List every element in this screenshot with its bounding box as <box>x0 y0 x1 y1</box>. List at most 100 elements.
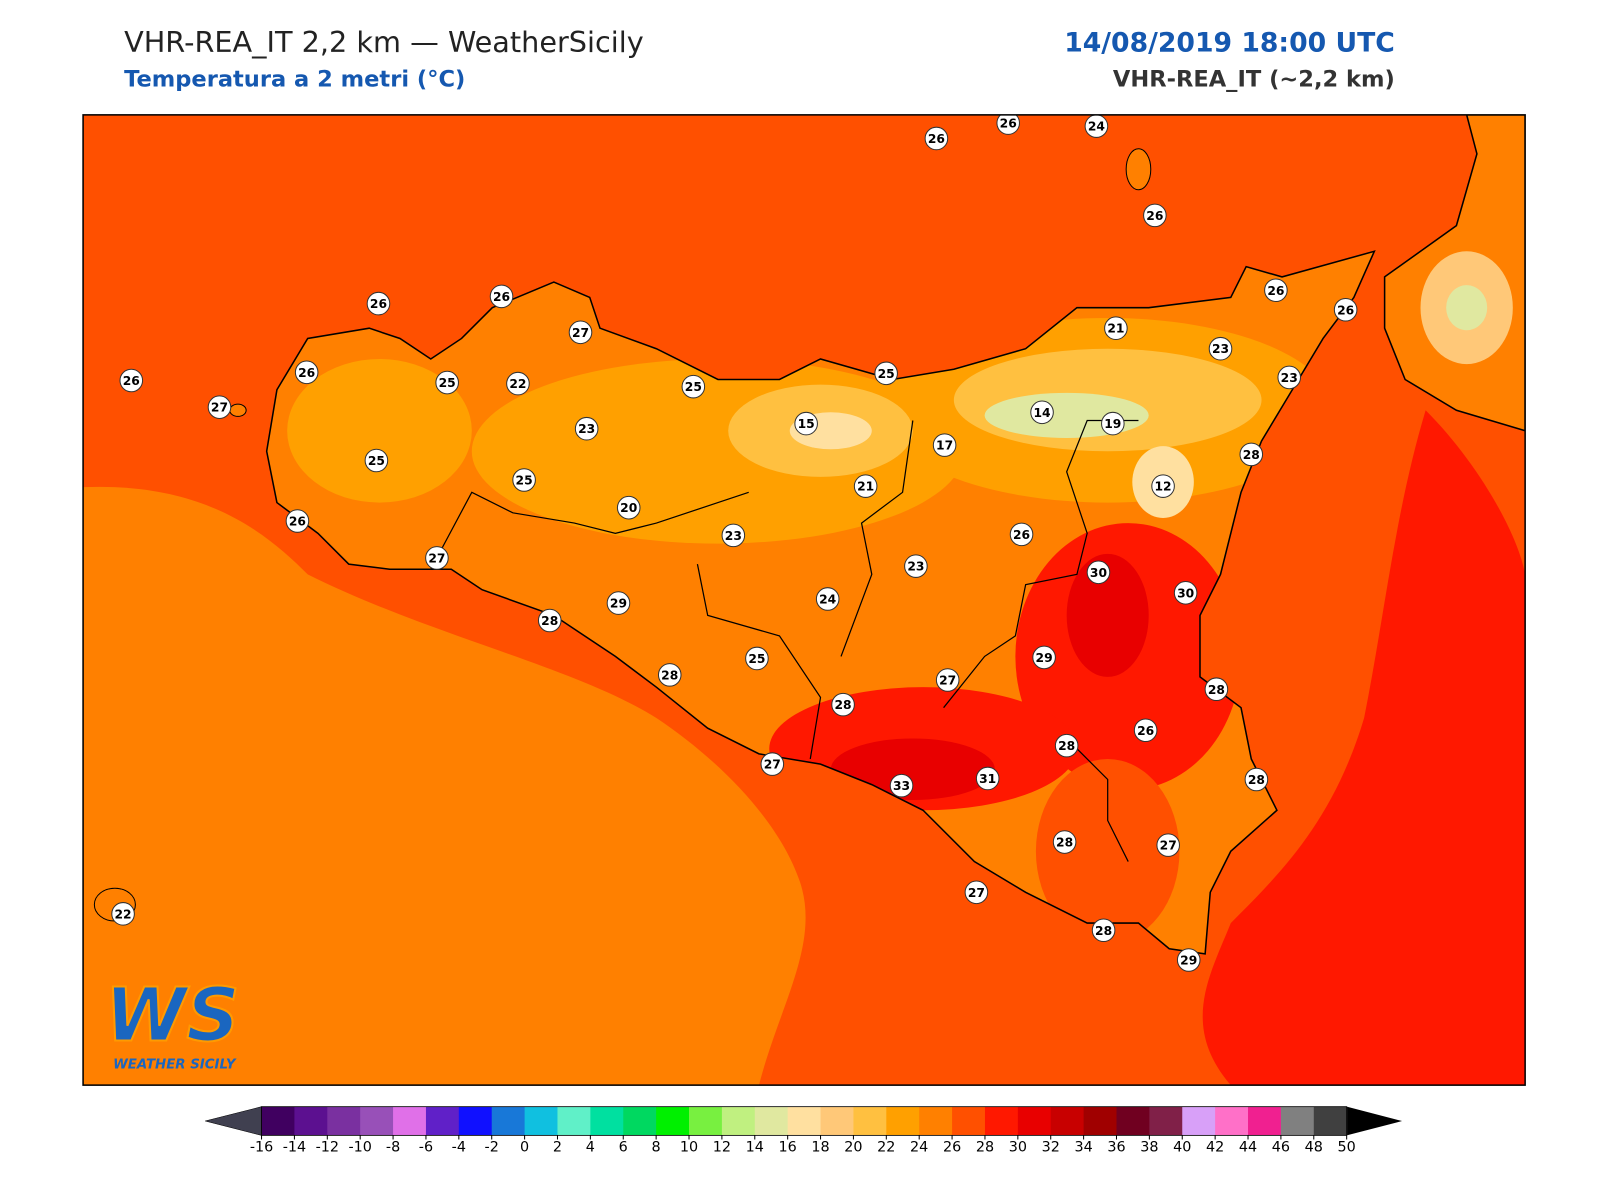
station-value: 22 <box>115 907 132 921</box>
station-marker <box>1101 411 1125 436</box>
colorbar-bin <box>919 1106 953 1136</box>
station-marker <box>889 773 914 798</box>
colorbar-tick-label: 36 <box>1107 1140 1125 1156</box>
station-value: 23 <box>1281 371 1298 385</box>
station-marker <box>111 902 135 926</box>
station-value: 33 <box>893 779 910 793</box>
station-marker <box>489 284 514 309</box>
station-marker <box>831 692 855 717</box>
colorbar-bin <box>327 1106 361 1136</box>
colorbar-tick-label: 10 <box>680 1140 698 1156</box>
subtitle: Temperatura a 2 metri (°C) <box>124 67 465 93</box>
temp-area <box>287 358 472 503</box>
station-marker <box>1173 581 1198 605</box>
colorbar-tick-label: 26 <box>943 1140 961 1156</box>
colorbar-tick-label: -14 <box>283 1140 306 1156</box>
colorbar-bin <box>425 1106 460 1136</box>
colorbar-over <box>1346 1106 1403 1136</box>
colorbar-tick-label: 6 <box>619 1140 628 1156</box>
station-value: 26 <box>1146 209 1163 223</box>
colorbar-tick-label: -12 <box>316 1140 339 1156</box>
colorbar-bin <box>623 1106 657 1136</box>
colorbar-tick-label: 2 <box>553 1140 562 1156</box>
colorbar-bin <box>1215 1106 1249 1136</box>
station-marker <box>1264 278 1288 303</box>
temp-area <box>1035 758 1180 944</box>
station-marker <box>721 523 746 548</box>
station-value: 27 <box>572 326 589 340</box>
station-value: 27 <box>968 886 985 900</box>
colorbar-tick-label: 42 <box>1206 1140 1224 1156</box>
station-marker <box>904 554 928 578</box>
station-marker <box>1091 918 1116 943</box>
colorbar-bin <box>1050 1106 1085 1136</box>
colorbar-tick-label: 4 <box>586 1140 595 1156</box>
station-value: 26 <box>1013 528 1030 542</box>
station-value: 20 <box>620 501 637 515</box>
station-marker <box>366 291 391 316</box>
datetime: 14/08/2019 18:00 UTC <box>1064 28 1395 59</box>
station-value: 21 <box>1107 322 1124 336</box>
colorbar-tick-label: 48 <box>1305 1140 1323 1156</box>
station-value: 26 <box>928 132 945 146</box>
station-value: 27 <box>428 551 445 565</box>
colorbar-bin <box>820 1106 854 1136</box>
station-marker <box>285 509 310 533</box>
colorbar-tick-label: 22 <box>877 1140 895 1156</box>
colorbar-bin <box>689 1106 723 1136</box>
station-marker <box>294 360 319 385</box>
station-value: 26 <box>493 290 510 304</box>
station-value: 26 <box>370 297 387 311</box>
station-marker <box>537 608 562 633</box>
colorbar-bin <box>1116 1106 1150 1136</box>
station-value: 28 <box>1058 739 1075 753</box>
station-marker <box>975 766 1000 791</box>
station-value: 30 <box>1090 566 1107 580</box>
station-marker <box>425 546 449 570</box>
station-value: 27 <box>211 401 228 415</box>
station-value: 29 <box>610 597 627 611</box>
station-marker <box>760 752 785 776</box>
station-marker <box>1204 677 1229 702</box>
station-marker <box>1277 365 1302 390</box>
station-marker <box>1030 400 1054 425</box>
station-marker <box>964 880 989 905</box>
island-small <box>229 403 247 417</box>
logo: WS WEATHER SICILY <box>104 972 241 1073</box>
station-marker <box>1239 442 1264 467</box>
station-marker <box>924 126 949 151</box>
colorbar-bin <box>294 1106 328 1136</box>
colorbar-bin <box>458 1106 493 1136</box>
colorbar-tick-label: 18 <box>811 1140 829 1156</box>
station-value: 26 <box>298 366 315 380</box>
colorbar-bin <box>754 1106 789 1136</box>
station-marker <box>1009 522 1034 547</box>
station-value: 21 <box>857 480 874 494</box>
colorbar-bin <box>721 1106 756 1136</box>
calabria-cool <box>1446 285 1488 331</box>
colorbar-bin <box>886 1106 920 1136</box>
station-value: 28 <box>1208 683 1225 697</box>
station-marker <box>616 495 641 520</box>
colorbar-tick-label: 20 <box>844 1140 862 1156</box>
colorbar-bin <box>787 1106 822 1136</box>
colorbar-tick-label: -8 <box>386 1140 400 1156</box>
colorbar-tick-label: 46 <box>1272 1140 1290 1156</box>
station-marker <box>119 368 144 393</box>
colorbar-bin <box>590 1106 624 1136</box>
colorbar-bin <box>952 1106 986 1136</box>
sea-east <box>1202 410 1526 1086</box>
colorbar-tick-label: 50 <box>1338 1140 1356 1156</box>
colorbar-bin <box>1280 1106 1315 1136</box>
colorbar-tick-label: 38 <box>1140 1140 1158 1156</box>
station-marker <box>1086 560 1111 585</box>
colorbar-tick-label: -10 <box>348 1140 371 1156</box>
station-marker <box>1084 114 1109 138</box>
station-marker <box>1104 316 1128 340</box>
station-value: 25 <box>439 376 456 390</box>
station-value: 25 <box>685 380 702 394</box>
colorbar-bin <box>557 1106 591 1136</box>
station-marker <box>935 668 960 692</box>
station-marker <box>853 474 878 498</box>
